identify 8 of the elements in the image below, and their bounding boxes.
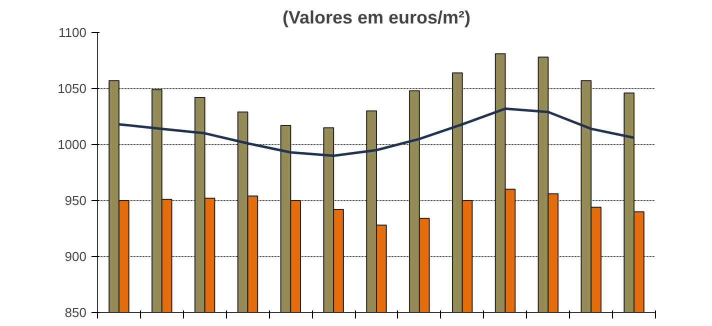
y-tick-label: 900 xyxy=(64,249,87,264)
chart-title: (Valores em euros/m²) xyxy=(282,8,471,28)
y-tick-label: 1100 xyxy=(58,25,87,40)
y-tick-label: 1000 xyxy=(58,137,86,152)
y-tick-label: 950 xyxy=(64,193,87,208)
y-tick-label: 1050 xyxy=(58,81,86,96)
line-series xyxy=(118,107,636,157)
y-tick-label: 850 xyxy=(64,305,87,320)
